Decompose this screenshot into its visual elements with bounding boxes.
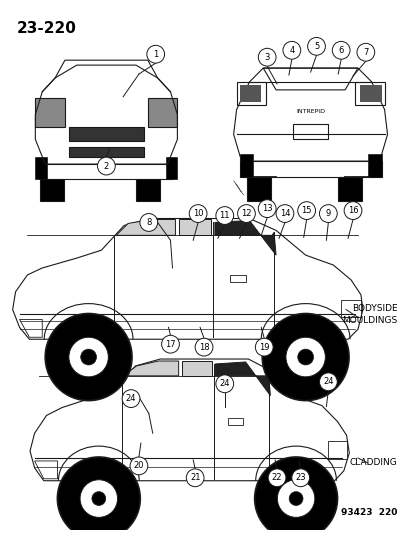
Circle shape [307,37,325,55]
Text: 10: 10 [192,209,203,218]
Text: 14: 14 [279,209,290,218]
Polygon shape [214,221,275,255]
Polygon shape [215,362,270,395]
Circle shape [122,390,140,408]
Text: 7: 7 [362,48,368,56]
Circle shape [356,43,374,61]
Text: 15: 15 [301,206,311,215]
Circle shape [291,469,309,487]
Circle shape [254,457,337,533]
Circle shape [332,42,349,59]
Text: 5: 5 [313,42,318,51]
Text: INTREPID: INTREPID [295,109,324,114]
Polygon shape [69,127,143,141]
Text: 9: 9 [325,209,330,218]
Circle shape [195,338,212,356]
Circle shape [161,335,179,353]
Circle shape [97,157,115,175]
Text: 93423  220: 93423 220 [340,508,396,518]
Polygon shape [147,98,177,127]
Circle shape [268,469,285,487]
Text: 24: 24 [219,379,230,388]
Circle shape [297,201,315,220]
Circle shape [147,45,164,63]
Text: 21: 21 [190,473,200,482]
Text: 24: 24 [126,394,136,403]
Text: 11: 11 [219,211,230,220]
Polygon shape [367,154,381,177]
Text: 20: 20 [133,462,144,471]
Text: 2: 2 [104,161,109,171]
Polygon shape [247,177,271,201]
Text: 24: 24 [322,377,333,386]
Circle shape [215,207,233,224]
Circle shape [140,214,157,231]
Circle shape [261,313,348,401]
Circle shape [258,49,275,66]
Text: 17: 17 [165,340,176,349]
Text: 1: 1 [153,50,158,59]
Text: 22: 22 [271,473,282,482]
Circle shape [186,469,204,487]
Circle shape [255,338,273,356]
Circle shape [282,42,300,59]
Circle shape [237,205,255,222]
Text: 19: 19 [259,343,269,352]
Circle shape [69,337,108,377]
Circle shape [80,480,117,518]
Polygon shape [69,147,143,157]
Polygon shape [35,98,65,127]
Polygon shape [239,85,261,102]
Polygon shape [179,220,211,236]
Text: 8: 8 [146,218,151,227]
Polygon shape [123,361,178,376]
Text: 13: 13 [261,204,272,213]
Polygon shape [116,220,175,236]
Text: BODYSIDE
MOULDINGS: BODYSIDE MOULDINGS [341,304,396,325]
Text: 3: 3 [264,53,269,62]
Circle shape [130,457,147,475]
Text: 18: 18 [198,343,209,352]
Polygon shape [35,157,47,179]
Polygon shape [135,179,159,201]
Circle shape [45,313,132,401]
Polygon shape [182,361,211,376]
Circle shape [343,201,361,220]
Polygon shape [337,177,361,201]
Circle shape [319,373,337,391]
Circle shape [275,205,293,222]
Circle shape [258,200,275,217]
Text: 16: 16 [347,206,358,215]
Circle shape [92,491,105,505]
Circle shape [285,337,325,377]
Polygon shape [239,154,253,177]
Circle shape [215,375,233,393]
Circle shape [297,349,313,365]
Circle shape [319,205,337,222]
Polygon shape [165,157,177,179]
Text: 6: 6 [338,46,343,55]
Text: 23-220: 23-220 [17,21,76,36]
Text: CLADDING: CLADDING [349,458,396,467]
Circle shape [57,457,140,533]
Text: 4: 4 [289,46,294,55]
Circle shape [289,491,302,505]
Circle shape [189,205,206,222]
Polygon shape [40,179,64,201]
Text: 23: 23 [295,473,305,482]
Circle shape [277,480,314,518]
Polygon shape [359,85,381,102]
Circle shape [81,349,96,365]
Text: 12: 12 [241,209,251,218]
